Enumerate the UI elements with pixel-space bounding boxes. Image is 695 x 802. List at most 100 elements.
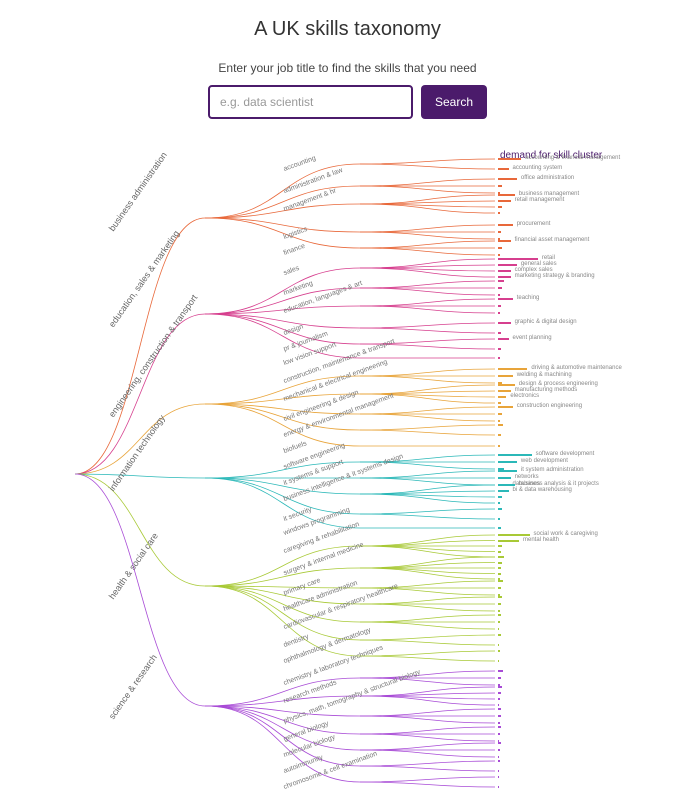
demand-bar: [498, 540, 519, 542]
demand-bar: [498, 224, 513, 226]
demand-bar: [498, 445, 500, 447]
demand-bar: [498, 396, 506, 398]
demand-bar: [498, 406, 513, 408]
demand-bar: [498, 200, 511, 202]
demand-bar: [498, 580, 503, 582]
leaf-label: networks: [515, 474, 539, 480]
demand-bar: [498, 434, 501, 436]
demand-bar: [498, 508, 502, 510]
demand-bar: [498, 573, 501, 575]
demand-bar: [498, 254, 500, 256]
demand-bar: [498, 240, 511, 242]
search-input[interactable]: [208, 85, 413, 119]
demand-bar: [498, 567, 501, 569]
leaf-label: it system administration: [521, 467, 584, 473]
search-button[interactable]: Search: [421, 85, 487, 119]
demand-bar: [498, 628, 499, 630]
demand-bar: [498, 247, 502, 249]
demand-bar: [498, 338, 509, 340]
demand-bar: [498, 670, 503, 672]
demand-bar: [498, 708, 501, 710]
demand-bar: [498, 158, 521, 160]
demand-bar: [498, 704, 499, 706]
demand-bar: [498, 650, 500, 652]
demand-bar: [498, 470, 517, 472]
demand-bar: [498, 596, 502, 598]
demand-bar: [498, 686, 502, 688]
demand-bar: [498, 545, 502, 547]
demand-bar: [498, 760, 500, 762]
demand-bar: [498, 490, 509, 492]
demand-bar: [498, 402, 501, 404]
demand-bar: [498, 194, 515, 196]
demand-bar: [498, 322, 511, 324]
demand-bar: [498, 294, 500, 296]
demand-bar: [498, 424, 503, 426]
demand-bar: [498, 357, 500, 359]
leaf-label: office administration: [521, 175, 574, 181]
leaf-label: construction engineering: [517, 403, 582, 409]
demand-bar: [498, 168, 509, 170]
taxonomy-tree: business administrationaccountingaccount…: [0, 146, 695, 802]
demand-bar: [498, 742, 501, 744]
demand-bar: [498, 206, 502, 208]
leaf-label: web development: [521, 458, 568, 464]
demand-bar: [498, 348, 501, 350]
demand-bar: [498, 677, 501, 679]
leaf-label: welding & machining: [517, 372, 572, 378]
demand-bar: [498, 551, 501, 553]
demand-bar: [498, 621, 500, 623]
demand-bar: [498, 587, 501, 589]
demand-bar: [498, 660, 499, 662]
demand-bar: [498, 375, 513, 377]
demand-bar: [498, 212, 500, 214]
demand-bar: [498, 185, 502, 187]
demand-bar: [498, 390, 511, 392]
leaf-label: event planning: [513, 335, 552, 341]
demand-bar: [498, 264, 517, 266]
demand-bar: [498, 502, 500, 504]
leaf-label: driving & automotive maintenance: [531, 365, 621, 371]
page-title: A UK skills taxonomy: [0, 18, 695, 41]
demand-bar: [498, 477, 511, 479]
demand-bar: [498, 384, 515, 386]
demand-bar: [498, 715, 501, 717]
demand-bar: [498, 231, 501, 233]
demand-bar: [498, 305, 501, 307]
demand-bar: [498, 644, 499, 646]
demand-bar: [498, 786, 499, 788]
leaf-label: retail management: [515, 197, 565, 203]
leaf-label: procurement: [517, 221, 551, 227]
demand-bar: [498, 722, 500, 724]
demand-bar: [498, 454, 532, 456]
leaf-label: bi & data warehousing: [513, 487, 572, 493]
demand-bar: [498, 692, 501, 694]
demand-bar: [498, 484, 515, 486]
demand-bar: [498, 287, 502, 289]
demand-bar: [498, 733, 500, 735]
leaf-label: teaching: [517, 295, 540, 301]
demand-bar: [498, 461, 517, 463]
demand-bar: [498, 562, 502, 564]
leaf-label: accounting & financial management: [525, 155, 620, 161]
search-row: Search: [0, 85, 695, 119]
leaf-label: financial asset management: [515, 237, 590, 243]
demand-bar: [498, 312, 500, 314]
demand-bar: [498, 749, 500, 751]
demand-bar: [498, 413, 502, 415]
demand-bar: [498, 258, 538, 260]
demand-bar: [498, 280, 504, 282]
demand-bar: [498, 332, 501, 334]
demand-bar: [498, 298, 513, 300]
leaf-label: marketing strategy & branding: [515, 273, 595, 279]
demand-bar: [498, 527, 501, 529]
demand-bar: [498, 496, 502, 498]
demand-bar: [498, 726, 501, 728]
demand-bar: [498, 770, 499, 772]
demand-bar: [498, 614, 501, 616]
demand-bar: [498, 368, 527, 370]
leaf-label: electronics: [510, 393, 539, 399]
demand-bar: [498, 518, 500, 520]
demand-bar: [498, 420, 500, 422]
leaf-label: mental health: [523, 537, 559, 543]
